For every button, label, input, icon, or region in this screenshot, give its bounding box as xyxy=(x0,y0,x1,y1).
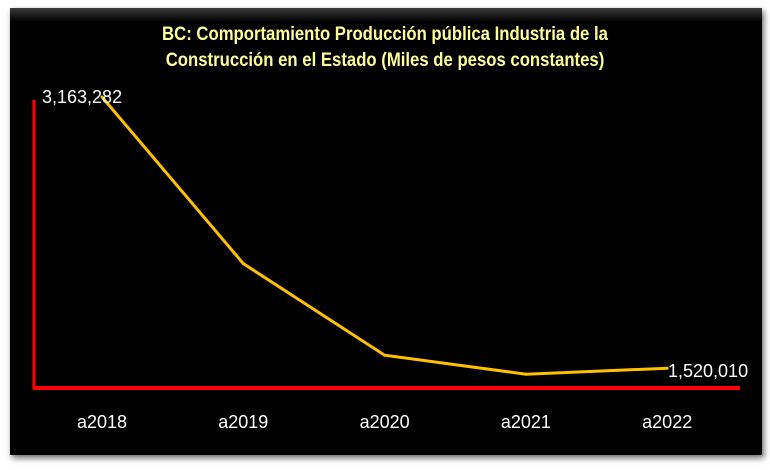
x-tick-label: a2018 xyxy=(77,412,127,432)
data-point xyxy=(383,353,387,357)
x-tick-label: a2021 xyxy=(501,412,551,432)
chart-title: BC: Comportamiento Producción pública In… xyxy=(46,22,724,74)
data-point xyxy=(665,366,669,370)
chart-area xyxy=(10,8,762,455)
x-tick-label: a2020 xyxy=(360,412,410,432)
data-label-first: 3,163,282 xyxy=(42,87,122,107)
data-point xyxy=(100,95,104,99)
series-line xyxy=(100,96,668,376)
data-point xyxy=(524,372,528,376)
chart-title-line2: Construcción en el Estado (Miles de peso… xyxy=(165,50,605,71)
data-point xyxy=(241,262,245,266)
x-tick-label: a2022 xyxy=(642,412,692,432)
x-tick-label: a2019 xyxy=(218,412,268,432)
chart-title-line1: BC: Comportamiento Producción pública In… xyxy=(162,24,608,45)
data-label-last: 1,520,010 xyxy=(668,361,748,381)
